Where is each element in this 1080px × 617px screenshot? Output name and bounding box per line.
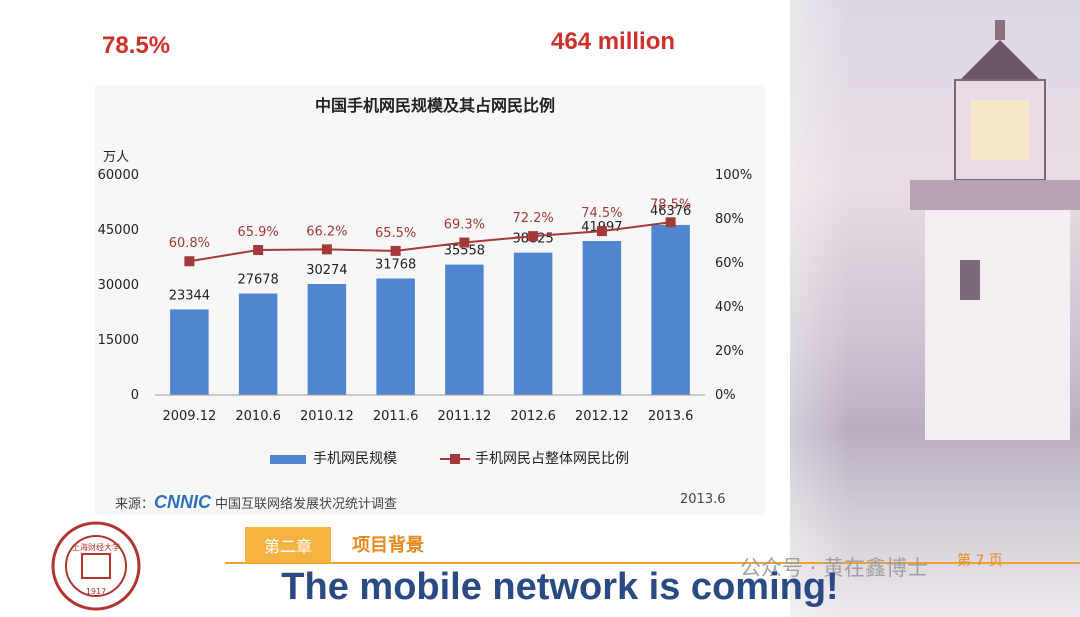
bar <box>445 264 484 395</box>
y-right-tick: 20% <box>715 344 744 359</box>
y-left-tick: 45000 <box>98 223 139 238</box>
chart-panel: 中国手机网民规模及其占网民比例万人 0 15000 30000 45000 60000 0%… <box>95 85 765 515</box>
legend-line-label: 手机网民占整体网民比例 <box>475 451 629 467</box>
source-text: 中国互联网络发展状况统计调查 <box>215 497 398 512</box>
source-line: 来源：CNNIC 中国互联网络发展状况统计调查 <box>115 492 397 513</box>
wechat-watermark: 公众号 · 黄在鑫博士 <box>740 556 929 580</box>
chapter-badge: 第二章 <box>245 527 331 563</box>
bar-label: 31768 <box>375 258 416 273</box>
bar-label: 30274 <box>306 263 347 278</box>
x-tick: 2009.12 <box>162 409 216 424</box>
bar <box>307 283 347 395</box>
bar <box>376 278 415 395</box>
seal-characters: 上海财经大学 <box>72 542 120 552</box>
x-tick: 2013.6 <box>648 409 694 424</box>
x-tick: 2012.6 <box>510 409 556 424</box>
chart-title: 中国手机网民规模及其占网民比例 <box>315 96 555 115</box>
footer-rule <box>225 562 1080 564</box>
ratio-point <box>184 256 195 267</box>
ratio-label: 60.8% <box>169 236 210 251</box>
ratio-point <box>321 244 332 255</box>
y-right-tick: 0% <box>715 388 736 403</box>
y-left-tick: 30000 <box>98 278 139 293</box>
y-left-tick: 15000 <box>98 333 139 348</box>
y-right-tick: 60% <box>715 256 744 271</box>
bar-label: 46376 <box>650 204 691 219</box>
ratio-point <box>528 231 539 242</box>
lighthouse-illustration <box>910 20 1080 440</box>
source-date: 2013.6 <box>680 492 726 507</box>
bar <box>651 224 690 395</box>
slide-headline: The mobile network is coming! <box>281 566 839 608</box>
x-tick: 2012.12 <box>575 409 629 424</box>
bar-label: 27678 <box>237 273 278 288</box>
legend-line-marker <box>450 454 460 464</box>
ratio-label: 66.2% <box>306 224 347 239</box>
x-tick: 2010.12 <box>300 409 354 424</box>
ratio-point <box>596 226 607 237</box>
ratio-label: 65.5% <box>375 226 416 241</box>
ratio-label: 74.5% <box>581 206 622 221</box>
page-number: 第 7 页 <box>957 553 1003 569</box>
legend-bar-swatch <box>270 455 306 464</box>
bar <box>238 293 278 395</box>
x-tick: 2011.6 <box>373 409 419 424</box>
mobile-share-stat: 78.5% <box>102 32 171 59</box>
bar <box>170 309 209 395</box>
y-right-tick: 40% <box>715 300 744 315</box>
y-left-tick: 0 <box>131 388 139 403</box>
university-seal: 上海财经大学 1917 <box>51 521 141 611</box>
ratio-point <box>253 245 264 256</box>
source-label: 来源： <box>115 497 155 512</box>
x-tick: 2011.12 <box>437 409 491 424</box>
y-left-tick: 60000 <box>98 168 139 183</box>
ratio-label: 72.2% <box>512 211 553 226</box>
bar-label: 35558 <box>444 244 485 259</box>
ratio-line <box>189 221 671 263</box>
ratio-point <box>390 245 401 256</box>
bar <box>582 241 622 395</box>
ratio-label: 69.3% <box>444 218 485 233</box>
mobile-users-stat: 464 million <box>551 28 676 55</box>
y-left-unit: 万人 <box>103 150 129 165</box>
cnnic-logo: CNNIC <box>154 492 212 512</box>
bar-label: 23344 <box>169 288 210 303</box>
bar <box>513 252 553 395</box>
y-right-tick: 100% <box>715 168 752 183</box>
seal-year: 1917 <box>86 587 106 596</box>
ratio-point <box>665 217 676 228</box>
chapter-title: 项目背景 <box>352 535 424 556</box>
ratio-label: 78.5% <box>650 197 691 212</box>
y-right-tick: 80% <box>715 212 744 227</box>
legend-bar-label: 手机网民规模 <box>313 451 397 467</box>
ratio-label: 65.9% <box>237 225 278 240</box>
x-tick: 2010.6 <box>235 409 281 424</box>
ratio-point <box>459 237 470 248</box>
